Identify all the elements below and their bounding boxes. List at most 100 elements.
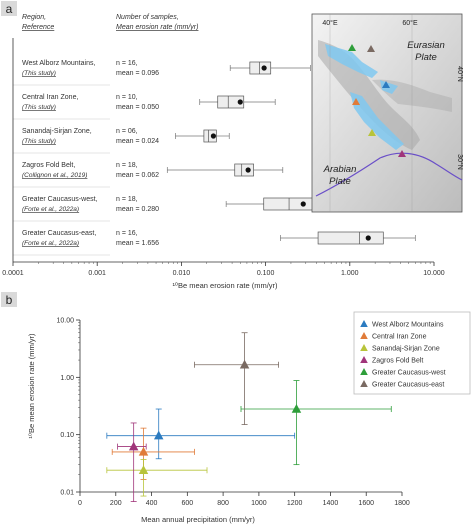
scatter-point — [138, 446, 149, 456]
row-region: Zagros Fold Belt, — [22, 162, 75, 169]
axis-a-ticks: 0.0001 0.001 0.010 0.100 1.000 10.000 — [2, 262, 445, 277]
map-label-eurasian: Eurasian — [407, 40, 445, 51]
legend-marker — [360, 368, 368, 375]
axis-b-x-tick-label: 600 — [181, 500, 193, 507]
scatter-point — [138, 465, 149, 474]
map-label-arabian-plate: Plate — [329, 176, 351, 187]
row-n: n = 18, — [116, 196, 138, 203]
legend-label: Zagros Fold Belt — [372, 358, 423, 365]
legend-label: Central Iran Zone — [372, 334, 427, 341]
panel-a-tab — [1, 1, 17, 16]
header-region: Region, — [22, 14, 46, 21]
legend-box — [353, 311, 471, 395]
row-n: n = 10, — [116, 94, 138, 101]
panel-b-label: b — [6, 293, 13, 307]
box-iqr — [217, 95, 245, 109]
map-catchments — [325, 44, 404, 150]
map-marker-west-alborz — [382, 81, 390, 88]
row-mean: mean = 0.096 — [116, 70, 159, 77]
legend-label: Greater Caucasus-east — [372, 382, 444, 389]
axis-b-y-tick-label: 0.10 — [60, 432, 74, 439]
box-iqr — [203, 129, 217, 143]
map-marker-greater-caucasus-west — [348, 44, 356, 51]
row-n: n = 06, — [116, 128, 138, 135]
row-mean: mean = 0.280 — [116, 206, 159, 213]
box-iqr — [234, 163, 254, 177]
axis-b-x-tick-label: 1200 — [287, 500, 303, 507]
box-mean-dot — [365, 235, 371, 241]
box-iqr — [249, 61, 272, 75]
axis-b-x-tick-label: 400 — [146, 500, 158, 507]
axis-a-tick-label: 0.100 — [257, 270, 275, 277]
row-n: n = 16, — [116, 230, 138, 237]
legend: West Alborz Mountains Central Iran Zone Sa… — [353, 311, 471, 395]
row-region: Greater Caucasus-west, — [22, 196, 98, 203]
row-region: Central Iran Zone, — [22, 94, 78, 101]
legend-items: West Alborz Mountains Central Iran Zone Sa… — [360, 320, 446, 389]
header-samples: Number of samples, — [116, 14, 179, 21]
axis-b-y-tick-label: 10.00 — [56, 318, 74, 325]
axis-a-tick-label: 10.000 — [423, 270, 445, 277]
row-reference: (This study) — [22, 104, 56, 111]
map-terrain — [318, 40, 420, 150]
axis-b-x-tick-label: 1800 — [394, 500, 410, 507]
scatter-point — [239, 359, 250, 369]
row-region: Sanandaj-Sirjan Zone, — [22, 128, 92, 135]
row-reference: (This study) — [22, 70, 56, 77]
box-mean-dot — [210, 133, 217, 139]
box-mean-dot — [237, 99, 243, 105]
axis-a-tick-label: 0.010 — [173, 270, 191, 277]
box-mean-dot — [245, 167, 251, 173]
map-marker-greater-caucasus-east — [367, 45, 375, 52]
row-labels: West Alborz Mountains, (This study) n = 16… — [13, 60, 159, 256]
map-lat-30n: 30°N — [456, 154, 464, 170]
axis-a-tick-label: 1.000 — [341, 270, 359, 277]
axis-b-x-tick-label: 1400 — [323, 500, 339, 507]
panel-b-tab — [1, 292, 17, 307]
legend-marker — [360, 320, 368, 327]
row-reference: (Collignon et al., 2019) — [22, 172, 87, 179]
axis-a-tick-label: 0.0001 — [2, 270, 24, 277]
map-label-eurasian-plate: Plate — [415, 52, 437, 63]
axis-b-y-tick-label: 0.01 — [60, 490, 74, 497]
row-mean: mean = 0.062 — [116, 172, 159, 179]
axis-b-x-tick-label: 800 — [217, 500, 229, 507]
axis-b-x-tick-label: 200 — [110, 500, 122, 507]
plate-boundary — [315, 152, 463, 197]
scatter-point — [128, 441, 139, 451]
axis-a-xlabel: ¹⁰Be mean erosion rate (mm/yr) — [172, 281, 278, 290]
legend-label: West Alborz Mountains — [372, 322, 444, 329]
map-lon-60e: 60°E — [402, 19, 418, 27]
map-marker-central-iran — [352, 98, 360, 105]
inset-map: 40°E 60°E 40°N 30°N Eurasian Plate Arabi… — [311, 13, 464, 213]
legend-label: Sanandaj-Sirjan Zone — [372, 346, 440, 353]
legend-marker — [360, 344, 368, 351]
box-mean-dot — [261, 65, 267, 71]
map-lat-40n: 40°N — [456, 66, 464, 82]
box-iqr — [263, 197, 317, 211]
row-region: Greater Caucasus-east, — [22, 230, 96, 237]
legend-marker — [360, 356, 368, 363]
legend-marker — [360, 332, 368, 339]
row-mean: mean = 0.024 — [116, 138, 159, 145]
scatter-point — [153, 430, 164, 440]
axis-b-ylabel: ¹⁰Be mean erosion rate (mm/yr) — [27, 333, 36, 439]
row-n: n = 16, — [116, 60, 138, 67]
row-mean: mean = 1.656 — [116, 240, 159, 247]
header-mean: Mean erosion rate (mm/yr) — [116, 24, 198, 31]
scatter-points — [106, 332, 392, 503]
axis-b-x-tick-label: 1000 — [251, 500, 267, 507]
header-reference: Reference — [22, 24, 54, 31]
row-reference: (Forte et al., 2022a) — [22, 206, 79, 213]
row-mean: mean = 0.050 — [116, 104, 159, 111]
axis-b-x-tick-label: 0 — [78, 500, 82, 507]
box-plots — [166, 61, 416, 245]
row-n: n = 18, — [116, 162, 138, 169]
panel-a-label: a — [6, 2, 13, 16]
map-lon-40e: 40°E — [322, 19, 338, 27]
axis-b-ticks: 0 200 400 600 800 1000 1200 1400 1600 1800 0.01 0.1… — [56, 318, 409, 508]
axis-b-x-tick-label: 1600 — [358, 500, 374, 507]
map-marker-zagros — [398, 150, 406, 157]
box-iqr — [317, 231, 384, 245]
